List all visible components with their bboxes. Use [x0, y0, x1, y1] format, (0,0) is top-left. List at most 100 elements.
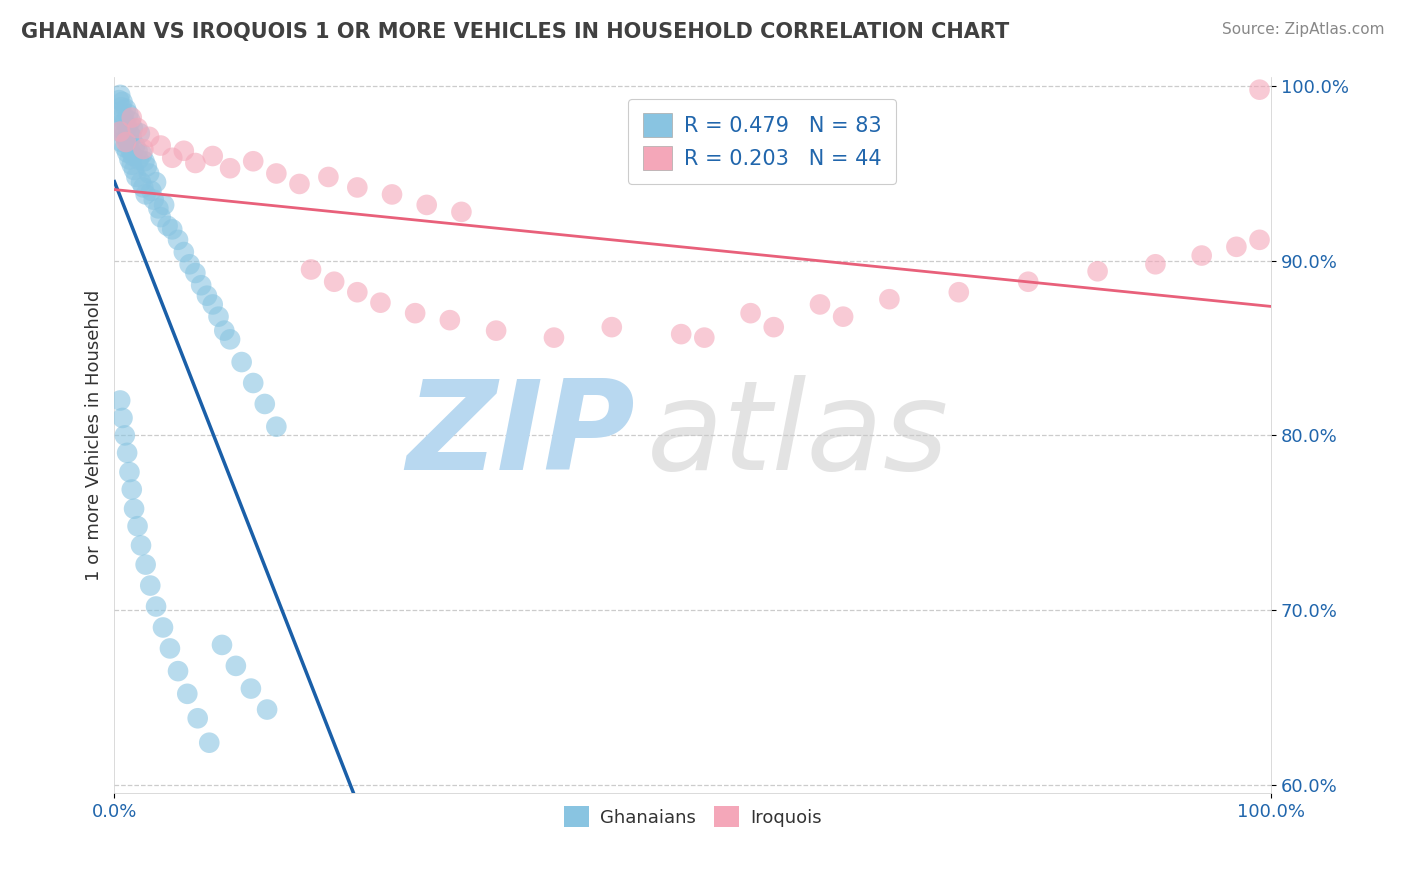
- Point: [127, 121, 149, 136]
- Point: [127, 144, 149, 158]
- Point: [115, 120, 138, 134]
- Point: [111, 411, 134, 425]
- Point: [112, 109, 135, 123]
- Point: [1017, 275, 1039, 289]
- Point: [239, 681, 262, 696]
- Point: [128, 126, 150, 140]
- Point: [115, 131, 138, 145]
- Point: [107, 105, 129, 120]
- Point: [110, 135, 132, 149]
- Point: [117, 107, 139, 121]
- Point: [121, 129, 143, 144]
- Point: [184, 156, 207, 170]
- Point: [201, 149, 224, 163]
- Point: [111, 95, 134, 109]
- Point: [187, 711, 209, 725]
- Text: ZIP: ZIP: [406, 375, 636, 496]
- Text: GHANAIAN VS IROQUOIS 1 OR MORE VEHICLES IN HOUSEHOLD CORRELATION CHART: GHANAIAN VS IROQUOIS 1 OR MORE VEHICLES …: [21, 22, 1010, 42]
- Point: [1191, 248, 1213, 262]
- Point: [167, 664, 190, 678]
- Point: [450, 205, 472, 219]
- Point: [1087, 264, 1109, 278]
- Point: [1225, 240, 1247, 254]
- Point: [198, 736, 221, 750]
- Point: [195, 289, 218, 303]
- Point: [211, 638, 233, 652]
- Point: [242, 154, 264, 169]
- Point: [125, 169, 148, 184]
- Point: [115, 135, 138, 149]
- Point: [740, 306, 762, 320]
- Point: [122, 149, 145, 163]
- Point: [485, 324, 508, 338]
- Point: [162, 222, 184, 236]
- Point: [167, 233, 190, 247]
- Point: [415, 198, 437, 212]
- Point: [132, 180, 155, 194]
- Point: [214, 324, 236, 338]
- Point: [543, 330, 565, 344]
- Point: [288, 177, 311, 191]
- Point: [114, 428, 136, 442]
- Point: [129, 175, 152, 189]
- Point: [115, 446, 138, 460]
- Point: [118, 126, 141, 140]
- Point: [323, 275, 346, 289]
- Point: [600, 320, 623, 334]
- Point: [135, 558, 157, 572]
- Point: [112, 128, 135, 142]
- Point: [256, 702, 278, 716]
- Point: [145, 599, 167, 614]
- Point: [117, 135, 139, 149]
- Point: [219, 161, 242, 176]
- Point: [114, 116, 136, 130]
- Point: [128, 153, 150, 167]
- Point: [138, 129, 160, 144]
- Point: [381, 187, 404, 202]
- Point: [669, 327, 692, 342]
- Point: [808, 297, 831, 311]
- Point: [184, 266, 207, 280]
- Point: [318, 169, 340, 184]
- Point: [108, 87, 131, 102]
- Point: [114, 140, 136, 154]
- Point: [121, 483, 143, 497]
- Point: [108, 124, 131, 138]
- Point: [1144, 257, 1167, 271]
- Point: [299, 262, 322, 277]
- Point: [122, 163, 145, 178]
- Point: [110, 100, 132, 114]
- Point: [404, 306, 426, 320]
- Point: [219, 332, 242, 346]
- Point: [131, 147, 153, 161]
- Point: [832, 310, 855, 324]
- Point: [162, 151, 184, 165]
- Point: [346, 285, 368, 300]
- Point: [266, 166, 288, 180]
- Point: [134, 154, 156, 169]
- Point: [231, 355, 253, 369]
- Point: [135, 160, 157, 174]
- Point: [124, 138, 146, 153]
- Point: [948, 285, 970, 300]
- Point: [149, 138, 172, 153]
- Point: [266, 419, 288, 434]
- Point: [120, 144, 142, 158]
- Point: [346, 180, 368, 194]
- Point: [159, 641, 181, 656]
- Point: [129, 538, 152, 552]
- Point: [762, 320, 785, 334]
- Point: [115, 145, 138, 160]
- Point: [173, 144, 195, 158]
- Point: [879, 292, 901, 306]
- Point: [190, 278, 212, 293]
- Point: [120, 114, 142, 128]
- Point: [253, 397, 276, 411]
- Point: [111, 123, 134, 137]
- Point: [121, 158, 143, 172]
- Text: atlas: atlas: [647, 375, 949, 496]
- Point: [108, 393, 131, 408]
- Point: [138, 166, 160, 180]
- Point: [152, 620, 174, 634]
- Point: [118, 465, 141, 479]
